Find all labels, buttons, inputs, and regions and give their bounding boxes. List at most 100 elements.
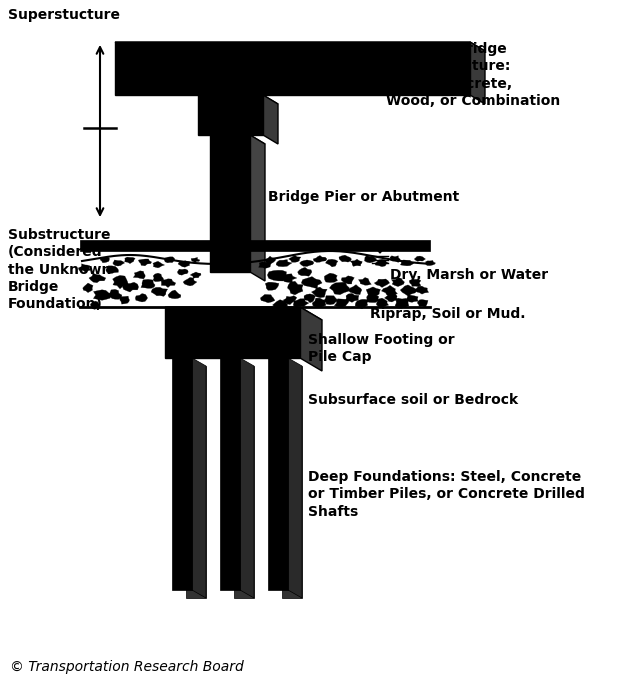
Polygon shape — [334, 299, 349, 307]
Polygon shape — [410, 280, 421, 287]
Polygon shape — [260, 294, 275, 303]
Polygon shape — [391, 278, 404, 287]
Polygon shape — [326, 260, 338, 267]
Polygon shape — [470, 42, 485, 104]
Polygon shape — [83, 283, 93, 293]
Polygon shape — [141, 280, 155, 288]
Polygon shape — [414, 256, 426, 261]
Bar — [172, 358, 192, 590]
Polygon shape — [153, 273, 164, 282]
Polygon shape — [376, 298, 389, 307]
Polygon shape — [210, 135, 265, 144]
Text: Subsurface soil or Bedrock: Subsurface soil or Bedrock — [308, 393, 518, 407]
Polygon shape — [113, 260, 125, 266]
Polygon shape — [297, 267, 312, 276]
Polygon shape — [161, 279, 176, 287]
Text: Riprap, Soil or Mud.: Riprap, Soil or Mud. — [370, 307, 526, 321]
Polygon shape — [366, 295, 379, 303]
Text: © Transportation Research Board: © Transportation Research Board — [10, 660, 244, 674]
Polygon shape — [177, 269, 188, 275]
Polygon shape — [250, 135, 265, 281]
Polygon shape — [293, 298, 309, 307]
Polygon shape — [426, 260, 436, 266]
Bar — [282, 366, 302, 598]
Polygon shape — [300, 260, 314, 266]
Polygon shape — [304, 294, 315, 303]
Polygon shape — [123, 282, 139, 292]
Polygon shape — [414, 286, 429, 294]
Polygon shape — [339, 255, 352, 262]
Polygon shape — [153, 262, 165, 268]
Polygon shape — [384, 294, 398, 302]
Polygon shape — [395, 298, 409, 308]
Polygon shape — [300, 307, 322, 371]
Polygon shape — [265, 282, 279, 290]
Bar — [220, 358, 240, 590]
Bar — [268, 358, 288, 590]
Polygon shape — [417, 300, 428, 307]
Polygon shape — [78, 264, 90, 272]
Polygon shape — [312, 298, 326, 307]
Polygon shape — [89, 273, 106, 282]
Polygon shape — [263, 95, 278, 144]
Bar — [186, 366, 206, 598]
Polygon shape — [289, 255, 301, 262]
Polygon shape — [348, 285, 362, 295]
Polygon shape — [164, 257, 175, 263]
Polygon shape — [381, 285, 397, 296]
Polygon shape — [355, 299, 369, 309]
Polygon shape — [358, 278, 371, 285]
Polygon shape — [192, 358, 206, 598]
Polygon shape — [106, 266, 118, 273]
Polygon shape — [301, 277, 322, 289]
Polygon shape — [165, 307, 322, 320]
Polygon shape — [400, 285, 417, 296]
Polygon shape — [267, 270, 286, 281]
Polygon shape — [120, 296, 130, 304]
Polygon shape — [90, 301, 101, 310]
Polygon shape — [329, 282, 349, 295]
Polygon shape — [198, 95, 278, 104]
Text: Deep Foundations: Steel, Concrete
or Timber Piles, or Concrete Drilled
Shafts: Deep Foundations: Steel, Concrete or Tim… — [308, 470, 585, 518]
Polygon shape — [400, 260, 414, 266]
Polygon shape — [374, 246, 386, 253]
Polygon shape — [240, 358, 254, 598]
Polygon shape — [325, 273, 337, 282]
Bar — [210, 135, 250, 272]
Polygon shape — [407, 295, 418, 303]
Polygon shape — [346, 294, 359, 303]
Polygon shape — [265, 256, 276, 264]
Text: Dry, Marsh or Water: Dry, Marsh or Water — [390, 268, 548, 282]
Polygon shape — [93, 290, 111, 301]
Polygon shape — [133, 271, 145, 279]
Polygon shape — [138, 259, 152, 266]
Polygon shape — [283, 296, 297, 305]
Polygon shape — [115, 42, 485, 51]
Polygon shape — [325, 296, 337, 305]
Polygon shape — [135, 294, 147, 302]
Text: Substructure
(Considered
the Unknown
Bridge
Foundation): Substructure (Considered the Unknown Bri… — [8, 228, 112, 311]
Bar — [165, 307, 300, 358]
Polygon shape — [375, 279, 389, 287]
Polygon shape — [259, 262, 271, 269]
Polygon shape — [375, 260, 389, 266]
Polygon shape — [365, 255, 376, 263]
Polygon shape — [273, 300, 288, 310]
Polygon shape — [350, 259, 362, 266]
Bar — [80, 240, 430, 251]
Bar — [115, 42, 470, 95]
Text: Bridge Pier or Abutment: Bridge Pier or Abutment — [268, 190, 459, 204]
Text: Shallow Footing or
Pile Cap: Shallow Footing or Pile Cap — [308, 333, 455, 364]
Polygon shape — [312, 287, 327, 298]
Text: Superstucture: Superstucture — [8, 8, 120, 22]
Text: Variable Bridge
Superstructure:
Steel, Concrete,
Wood, or Combination: Variable Bridge Superstructure: Steel, C… — [386, 42, 560, 108]
Polygon shape — [366, 287, 381, 296]
Polygon shape — [125, 257, 135, 264]
Polygon shape — [113, 276, 128, 289]
Polygon shape — [183, 278, 197, 286]
Bar — [198, 95, 263, 135]
Polygon shape — [276, 260, 292, 266]
Polygon shape — [178, 261, 191, 267]
Polygon shape — [100, 257, 109, 263]
Bar — [234, 366, 254, 598]
